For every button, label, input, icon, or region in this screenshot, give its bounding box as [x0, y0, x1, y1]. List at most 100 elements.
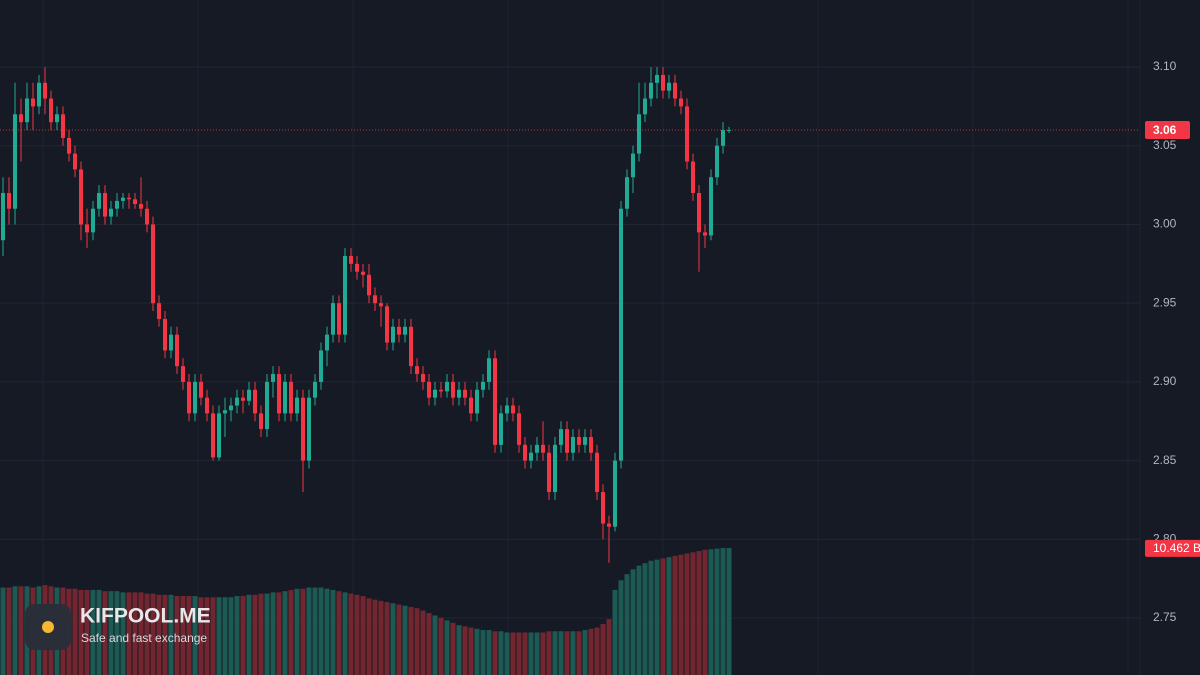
candle-body — [301, 397, 305, 461]
candle-body — [601, 492, 605, 524]
candles — [1, 67, 731, 563]
candle-body — [685, 106, 689, 162]
volume-bar — [114, 591, 120, 675]
volume-bar — [186, 596, 192, 675]
candle-body — [91, 208, 95, 233]
volume-bar — [570, 631, 576, 675]
volume-bar — [0, 587, 6, 675]
volume-bar — [552, 631, 558, 675]
candle-body — [511, 405, 515, 414]
candle-body — [607, 523, 611, 527]
volume-bar — [438, 617, 444, 675]
volume-bar — [348, 593, 354, 675]
candle-body — [523, 444, 527, 461]
volume-bar — [624, 574, 630, 675]
candle-body — [577, 436, 581, 445]
candle-body — [205, 397, 209, 414]
volume-bar — [372, 599, 378, 675]
candle-body — [79, 169, 83, 225]
candle-body — [121, 197, 125, 201]
volume-bar — [318, 587, 324, 675]
candle-body — [637, 114, 641, 154]
volume-bar — [474, 628, 480, 675]
volume-bar — [672, 555, 678, 675]
candle-body — [211, 413, 215, 458]
volume-bar — [366, 598, 372, 675]
candle-body — [355, 263, 359, 272]
candle-body — [223, 410, 227, 414]
volume-bar — [450, 622, 456, 675]
volume-bar — [480, 630, 486, 675]
candle-body — [565, 429, 569, 453]
candle-body — [1, 192, 5, 241]
candle-body — [259, 413, 263, 430]
candle-body — [427, 381, 431, 398]
volume-bar — [522, 632, 528, 675]
candle-body — [487, 358, 491, 382]
volume-bar — [654, 559, 660, 675]
candle-body — [661, 74, 665, 91]
candle-body — [385, 306, 389, 343]
candle-body — [403, 326, 407, 335]
candle-body — [559, 429, 563, 445]
volume-bar — [264, 593, 270, 675]
volume-bar — [630, 569, 636, 675]
candle-body — [481, 381, 485, 390]
volume-bar — [432, 615, 438, 675]
candle-body — [391, 326, 395, 343]
candle-body — [43, 82, 47, 99]
volume-bar — [378, 600, 384, 675]
y-tick-label: 3.00 — [1153, 217, 1177, 231]
volume-bar — [402, 605, 408, 675]
volume-bar — [594, 627, 600, 675]
volume-bar — [120, 592, 126, 675]
volume-bar — [528, 632, 534, 675]
candle-body — [193, 381, 197, 414]
volume-bar — [72, 588, 78, 675]
volume-bar — [678, 554, 684, 675]
volume-bar — [144, 593, 150, 675]
candle-body — [463, 389, 467, 398]
candle-body — [157, 303, 161, 319]
candle-body — [715, 145, 719, 178]
candle-body — [343, 255, 347, 335]
candle-body — [313, 381, 317, 398]
candle-body — [55, 114, 59, 123]
candle-body — [13, 114, 17, 209]
candle-body — [109, 208, 113, 217]
candle-body — [25, 98, 29, 123]
volume-bar — [192, 596, 198, 675]
volume-bar — [462, 626, 468, 675]
candle-body — [439, 389, 443, 392]
candle-body — [163, 318, 167, 351]
volume-bar — [582, 630, 588, 675]
volume-bar — [726, 547, 732, 675]
volume-bar — [336, 591, 342, 675]
candle-body — [241, 397, 245, 401]
candle-body — [61, 114, 65, 138]
candle-body — [373, 295, 377, 304]
candle-body — [151, 224, 155, 304]
candle-body — [319, 350, 323, 382]
volume-bar — [360, 596, 366, 675]
volume-bar — [390, 603, 396, 675]
volume-bar — [216, 597, 222, 675]
candle-body — [697, 192, 701, 233]
candle-body — [475, 389, 479, 414]
candle-body — [631, 153, 635, 178]
volume-bar — [504, 632, 510, 675]
candle-body — [679, 98, 683, 107]
candle-body — [265, 381, 269, 430]
candle-body — [643, 98, 647, 115]
candle-body — [613, 460, 617, 527]
volume-bar — [354, 594, 360, 675]
candle-body — [583, 436, 587, 445]
candle-body — [283, 381, 287, 414]
candle-body — [187, 381, 191, 414]
volume-bar — [228, 597, 234, 675]
candle-body — [253, 389, 257, 414]
volume-bar — [156, 594, 162, 675]
candle-body — [379, 303, 383, 307]
volume-bar — [240, 596, 246, 675]
candle-body — [127, 197, 131, 200]
